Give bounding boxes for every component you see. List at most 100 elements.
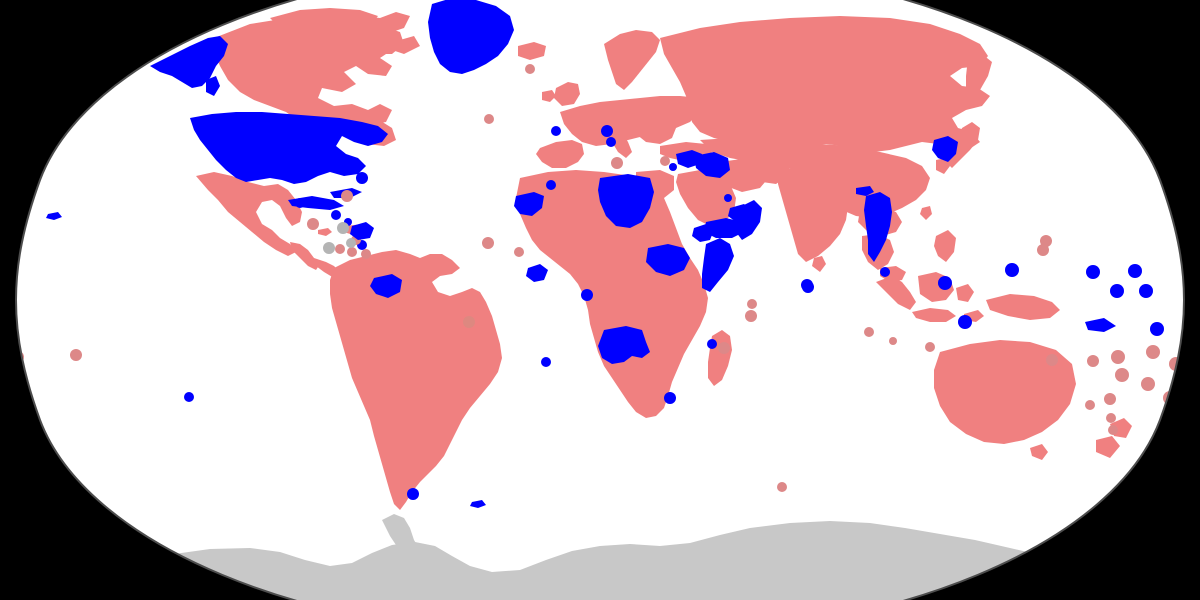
region-puerto-rico bbox=[350, 222, 374, 240]
region-india bbox=[778, 168, 848, 262]
dot-timor bbox=[958, 315, 972, 329]
region-saudi bbox=[676, 170, 736, 226]
dot-nauru bbox=[1110, 284, 1124, 298]
region-myanmar bbox=[864, 192, 892, 262]
region-iceland bbox=[518, 42, 546, 60]
region-sulawesi bbox=[956, 284, 974, 302]
region-antarctica bbox=[88, 521, 1112, 600]
region-south-america bbox=[330, 250, 502, 510]
dot-indian-sal bbox=[777, 482, 787, 492]
dot-san-marino bbox=[606, 137, 616, 147]
dot-pacific-sal-o bbox=[889, 337, 897, 345]
dot-cyprus bbox=[660, 156, 670, 166]
dot-falklands bbox=[407, 488, 419, 500]
dot-mauritius bbox=[745, 310, 757, 322]
region-mexico bbox=[196, 172, 302, 256]
dot-indian-sal-b bbox=[925, 342, 935, 352]
region-south-sudan bbox=[646, 244, 690, 276]
region-antarctic-peninsula bbox=[382, 514, 420, 560]
dot-pacific-sal-c bbox=[1111, 350, 1125, 364]
region-uk bbox=[554, 82, 580, 106]
dot-haiti bbox=[331, 210, 341, 220]
dot-caribbean-gray-b bbox=[323, 242, 335, 254]
region-china bbox=[784, 146, 930, 218]
region-north-korea bbox=[932, 136, 958, 162]
dot-pacific-sal-i bbox=[1087, 355, 1099, 367]
region-iraq bbox=[694, 152, 730, 178]
dot-micronesia bbox=[1086, 265, 1100, 279]
dot-pacific-sal-m bbox=[1085, 400, 1095, 410]
region-libya bbox=[598, 174, 654, 228]
dot-malta bbox=[611, 157, 623, 169]
dot-guinea-bissau bbox=[514, 247, 524, 257]
region-yemen bbox=[704, 218, 744, 238]
region-europe-balkans bbox=[630, 118, 676, 144]
dot-caribbean-sal-f bbox=[335, 244, 345, 254]
dot-atlantic-sal bbox=[484, 114, 494, 124]
dot-pacific-east bbox=[802, 281, 814, 293]
dot-pacific-sal-k bbox=[1104, 393, 1116, 405]
region-somalia bbox=[702, 238, 734, 292]
region-united-states bbox=[190, 112, 388, 184]
region-jamaica bbox=[318, 228, 332, 236]
dot-marshall bbox=[1128, 264, 1142, 278]
dot-pacific-sal-d bbox=[1146, 345, 1160, 359]
strip-south-georgia bbox=[470, 500, 486, 508]
region-russia bbox=[660, 16, 990, 152]
region-australia bbox=[934, 340, 1076, 444]
dot-atlantic-sal-b bbox=[463, 316, 475, 328]
dot-reunion bbox=[747, 299, 757, 309]
dot-pacific-sal-n bbox=[1108, 425, 1118, 435]
region-western-sahara bbox=[514, 192, 544, 216]
dot-andorra bbox=[546, 180, 556, 190]
region-taiwan bbox=[920, 206, 932, 220]
dot-caribbean-sal-e bbox=[347, 247, 357, 257]
strip-cuba bbox=[288, 196, 344, 210]
dot-equatorial-guinea bbox=[581, 289, 593, 301]
dot-indonesia-sal bbox=[864, 327, 874, 337]
dot-pacific-sal-g bbox=[1141, 377, 1155, 391]
dot-south-atlantic bbox=[70, 349, 82, 361]
region-korea-south bbox=[936, 158, 950, 174]
region-scandinavia bbox=[604, 30, 660, 90]
strip-solomon bbox=[1085, 318, 1116, 332]
dot-caribbean-sal-a bbox=[307, 218, 319, 230]
region-africa bbox=[516, 170, 708, 418]
region-central-america bbox=[290, 242, 320, 270]
dot-qatar bbox=[724, 194, 732, 202]
region-sri-lanka bbox=[812, 256, 826, 272]
region-tasmania bbox=[1030, 444, 1048, 460]
dot-caribbean-gray-c bbox=[346, 238, 356, 248]
dot-caribbean-sal-d bbox=[361, 249, 371, 259]
dot-pacific-sal-b bbox=[1037, 244, 1049, 256]
region-europe-france-central bbox=[560, 96, 700, 146]
dot-israel bbox=[669, 163, 677, 171]
dot-eswatini bbox=[664, 392, 676, 404]
dot-bahamas bbox=[356, 172, 368, 184]
region-ireland bbox=[542, 90, 556, 102]
dot-caribbean-sal-b bbox=[341, 190, 353, 202]
region-greenland bbox=[428, 0, 514, 74]
dot-midway bbox=[184, 392, 194, 402]
region-bhutan bbox=[856, 186, 874, 196]
region-iran bbox=[716, 158, 770, 192]
dot-caribbean-gray-a bbox=[337, 222, 349, 234]
dot-tuvalu bbox=[1150, 322, 1164, 336]
region-alaska bbox=[150, 36, 228, 88]
region-japan bbox=[946, 122, 980, 168]
dot-seychelles bbox=[718, 342, 730, 354]
dot-monaco bbox=[601, 125, 613, 137]
region-sumatra bbox=[876, 276, 916, 310]
dot-pacific-sal-l bbox=[1106, 413, 1116, 423]
globe-outline bbox=[15, 0, 1185, 600]
region-philippines bbox=[934, 230, 956, 262]
region-new-guinea bbox=[986, 294, 1060, 320]
dot-iceland-small bbox=[525, 64, 535, 74]
region-baffin bbox=[356, 26, 404, 54]
region-java bbox=[912, 308, 956, 322]
dot-pacific-sal-j bbox=[1046, 354, 1058, 366]
region-suriname bbox=[370, 274, 402, 298]
